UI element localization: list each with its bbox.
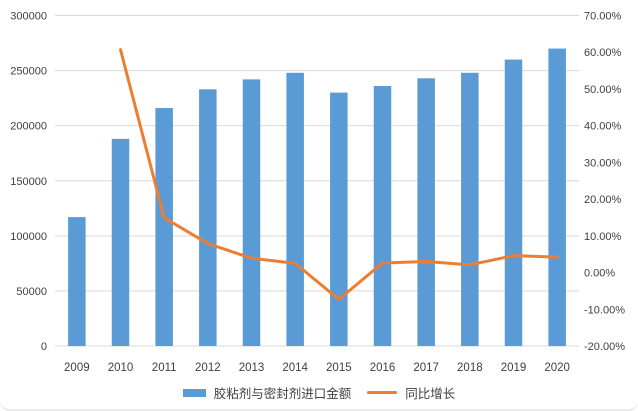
y-right-tick-label: -10.00% <box>584 304 625 316</box>
x-tick-label: 2010 <box>108 362 134 374</box>
x-tick-label: 2013 <box>239 362 265 374</box>
x-tick-label: 2017 <box>413 362 439 374</box>
legend-bar-label: 胶粘剂与密封剂进口金额 <box>213 387 352 401</box>
y-left-tick-label: 300000 <box>10 11 47 23</box>
legend-bar-swatch <box>182 388 206 397</box>
y-right-tick-label: 30.00% <box>584 157 622 169</box>
x-tick-label: 2015 <box>326 362 352 374</box>
bar-2018 <box>461 72 479 346</box>
x-tick-label: 2019 <box>501 362 527 374</box>
y-right-tick-label: 70.00% <box>584 11 622 23</box>
y-right-tick-label: 20.00% <box>584 194 622 206</box>
bar-2017 <box>417 78 435 347</box>
y-right-tick-label: 10.00% <box>584 231 622 243</box>
bar-2020 <box>548 48 566 347</box>
growth-line <box>119 48 559 301</box>
bar-2014 <box>286 72 304 346</box>
x-tick-label: 2009 <box>64 362 90 374</box>
y-left-tick-label: 200000 <box>10 121 47 133</box>
bar-2012 <box>199 89 217 346</box>
y-left-tick-label: 100000 <box>10 231 47 243</box>
bar-2015 <box>330 92 348 346</box>
y-left-tick-label: 0 <box>41 341 47 353</box>
bar-2019 <box>504 59 523 347</box>
bar-2010 <box>111 138 130 346</box>
y-right-tick-label: -20.00% <box>584 341 625 353</box>
x-tick-label: 2020 <box>544 362 570 374</box>
bar-2016 <box>373 86 392 347</box>
x-tick-label: 2014 <box>282 362 308 374</box>
x-tick-label: 2016 <box>370 362 396 374</box>
y-right-tick-label: 0.00% <box>584 268 615 280</box>
legend: 胶粘剂与密封剂进口金额 同比增长 <box>0 383 638 402</box>
bar-2011 <box>155 108 173 346</box>
legend-line-swatch <box>367 391 398 394</box>
x-tick-label: 2012 <box>195 362 221 374</box>
y-left-tick-label: 150000 <box>10 176 47 188</box>
y-right-tick-label: 60.00% <box>584 47 622 59</box>
y-right-tick-label: 40.00% <box>584 121 622 133</box>
y-left-tick-label: 50000 <box>16 286 47 298</box>
bar-2013 <box>242 79 261 346</box>
x-tick-label: 2018 <box>457 362 483 374</box>
bar-2009 <box>68 217 86 346</box>
x-tick-label: 2011 <box>152 362 177 374</box>
legend-line-label: 同比增长 <box>405 387 456 401</box>
y-right-tick-label: 50.00% <box>584 84 622 96</box>
y-left-tick-label: 250000 <box>10 66 47 78</box>
